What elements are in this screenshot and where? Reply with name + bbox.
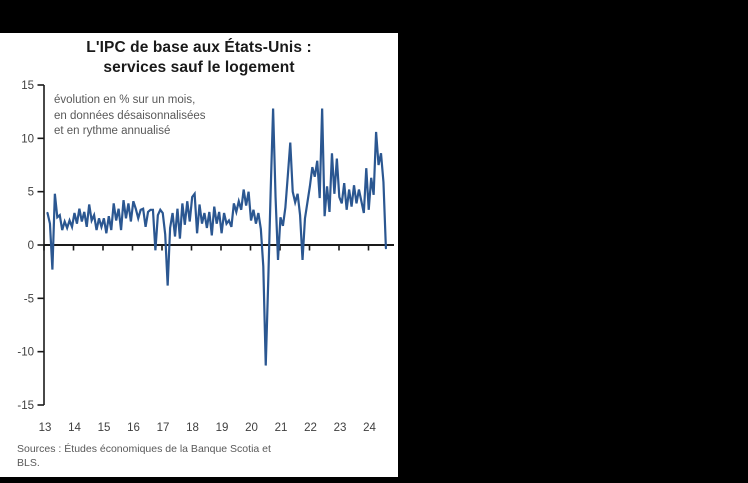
data-line [46, 108, 387, 366]
y-tick-label: -10 [17, 347, 34, 359]
x-tick-label: 23 [334, 422, 347, 434]
x-tick-label: 20 [245, 422, 258, 434]
chart-title-line1: L'IPC de base aux États-Unis : [86, 39, 312, 56]
x-tick-label: 13 [39, 422, 52, 434]
chart-panel: L'IPC de base aux États-Unis : services … [0, 33, 398, 477]
x-tick-label: 18 [186, 422, 199, 434]
chart-source-line1: Sources : Études économiques de la Banqu… [17, 443, 271, 455]
chart-title: L'IPC de base aux États-Unis : services … [0, 38, 398, 78]
chart-subtitle-line1: évolution en % sur un mois, [54, 94, 196, 106]
x-tick-label: 14 [68, 422, 81, 434]
x-tick-label: 19 [216, 422, 229, 434]
line-chart: 15 10 5 0 -5 -10 -15 13 14 15 16 17 18 19 20 21 22 23 24 [17, 80, 394, 434]
x-tick-label: 22 [304, 422, 317, 434]
x-tick-label: 24 [363, 422, 376, 434]
y-tick-label: 0 [28, 240, 34, 252]
y-tick-label: -15 [17, 400, 34, 412]
y-tick-label: 15 [21, 80, 34, 92]
chart-subtitle-line3: et en rythme annualisé [54, 125, 171, 137]
chart-source: Sources : Études économiques de la Banqu… [17, 442, 387, 470]
chart-subtitle: évolution en % sur un mois, en données d… [54, 93, 206, 140]
chart-source-line2: BLS. [17, 457, 40, 469]
chart-title-line2: services sauf le logement [103, 59, 295, 76]
y-tick-label: -5 [24, 293, 34, 305]
x-tick-label: 21 [275, 422, 288, 434]
chart-subtitle-line2: en données désaisonnalisées [54, 109, 206, 122]
x-tick-label: 15 [98, 422, 111, 434]
y-tick-label: 10 [21, 133, 34, 145]
y-tick-label: 5 [28, 187, 34, 199]
x-tick-label: 17 [157, 422, 170, 434]
x-tick-label: 16 [127, 422, 140, 434]
